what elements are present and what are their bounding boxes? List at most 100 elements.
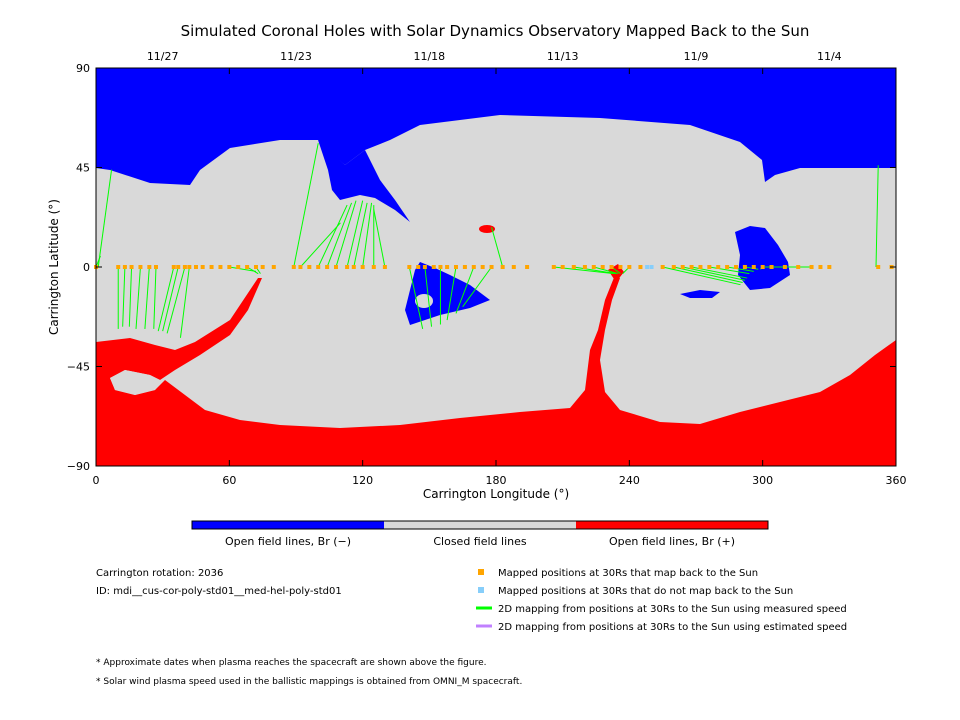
mapping-line: [362, 202, 373, 268]
mapping-line: [673, 266, 743, 283]
mapped-point: [245, 265, 250, 269]
x-tick-label: 360: [886, 474, 907, 487]
mapping-line: [317, 204, 348, 268]
mapped-point: [769, 265, 774, 269]
northern-extension: [318, 140, 410, 222]
mapped-point: [782, 265, 787, 269]
south-polar-hole: [96, 275, 896, 466]
mapping-line: [744, 266, 759, 270]
y-axis: 90 45 0 −45 −90: [67, 62, 896, 473]
mapped-point: [334, 265, 338, 269]
mapped-point: [122, 265, 127, 269]
mapping-line: [166, 266, 186, 334]
mapped-point: [316, 265, 321, 269]
x-tick-label: 180: [486, 474, 507, 487]
mapped-point: [129, 265, 134, 269]
mapped-point: [271, 265, 276, 269]
coronal-hole-map: [94, 67, 897, 467]
mapping-line: [662, 266, 741, 286]
mapping-line: [593, 266, 619, 275]
mapping-lines: [95, 143, 879, 338]
mapping-line: [122, 266, 126, 327]
mapped-point: [345, 265, 350, 269]
mapping-line: [335, 200, 357, 268]
date-label: 11/27: [147, 50, 179, 63]
mapped-point: [182, 265, 187, 269]
mapping-line: [353, 202, 368, 268]
y-axis-label: Carrington Latitude (°): [47, 199, 61, 335]
y-tick-label: −90: [67, 460, 90, 473]
carrington-rotation: Carrington rotation: 2036: [96, 568, 223, 579]
mapped-point: [818, 265, 823, 269]
mapped-point: [416, 265, 421, 269]
date-axis: 11/27 11/23 11/18 11/13 11/9 11/4: [147, 50, 842, 63]
mapping-line: [326, 202, 353, 268]
mapping-line: [135, 266, 141, 329]
mapped-point: [431, 265, 436, 269]
mapping-line: [162, 266, 179, 332]
mapped-point: [147, 265, 152, 269]
colorbar-label-negative: Open field lines, Br (−): [225, 535, 351, 548]
mapped-point: [325, 265, 330, 269]
mapped-point: [618, 265, 623, 269]
mapping-line: [157, 266, 175, 332]
mapped-point: [489, 265, 494, 269]
mapped-point: [307, 265, 312, 269]
mapped-point: [760, 265, 765, 269]
mapping-line: [408, 266, 424, 330]
mapping-line: [424, 266, 433, 327]
mapping-line: [373, 209, 386, 268]
mapped-point: [876, 265, 881, 269]
mapped-point: [827, 265, 832, 269]
unmapped-point: [645, 265, 650, 269]
mapped-point: [525, 265, 530, 269]
mapping-line: [300, 222, 341, 268]
mapped-point: [298, 265, 303, 269]
mapped-point: [454, 265, 458, 269]
y-tick-label: −45: [67, 361, 90, 374]
legend-mapped-marker: [478, 569, 484, 575]
date-label: 11/23: [280, 50, 312, 63]
mapped-point: [382, 265, 387, 269]
mapping-line: [455, 266, 475, 314]
mapped-point: [742, 265, 747, 269]
legend-measured-label: 2D mapping from positions at 30Rs to the…: [498, 604, 847, 615]
mapped-point: [291, 265, 296, 269]
mapped-point: [582, 265, 587, 269]
mapping-line: [346, 200, 364, 268]
mapped-point: [660, 265, 665, 269]
closed-island: [110, 370, 160, 395]
mapped-point: [609, 265, 614, 269]
mapped-point: [689, 265, 694, 269]
mapping-line: [179, 266, 190, 338]
mapped-point: [707, 265, 712, 269]
colorbar: Open field lines, Br (−) Closed field li…: [191, 520, 769, 548]
legend-unmapped-label: Mapped positions at 30Rs that do not map…: [498, 586, 793, 597]
mapped-point: [511, 265, 516, 269]
mapping-line: [462, 266, 492, 308]
legend-mapped-label: Mapped positions at 30Rs that map back t…: [498, 568, 758, 579]
mapped-point: [571, 265, 576, 269]
mapping-line: [97, 169, 113, 268]
unmapped-point: [649, 265, 654, 269]
mapped-point: [560, 265, 565, 269]
footnote-speed: * Solar wind plasma speed used in the ba…: [96, 677, 522, 687]
mapping-line: [682, 266, 745, 281]
mapped-point: [187, 265, 192, 269]
mapped-point: [600, 265, 605, 269]
x-tick-label: 240: [619, 474, 640, 487]
date-label: 11/13: [547, 50, 579, 63]
y-tick-label: 45: [76, 162, 90, 175]
x-axis: 0 60 120 180 240 300 360: [93, 68, 907, 487]
x-tick-label: 300: [752, 474, 773, 487]
mapped-point: [371, 265, 376, 269]
colorbar-label-closed: Closed field lines: [433, 535, 527, 548]
mapped-point: [138, 265, 143, 269]
x-tick-label: 60: [222, 474, 236, 487]
mapped-point: [218, 265, 223, 269]
mapping-line: [727, 266, 754, 272]
x-tick-label: 0: [93, 474, 100, 487]
mapped-point: [680, 265, 685, 269]
mapped-point: [227, 265, 232, 269]
